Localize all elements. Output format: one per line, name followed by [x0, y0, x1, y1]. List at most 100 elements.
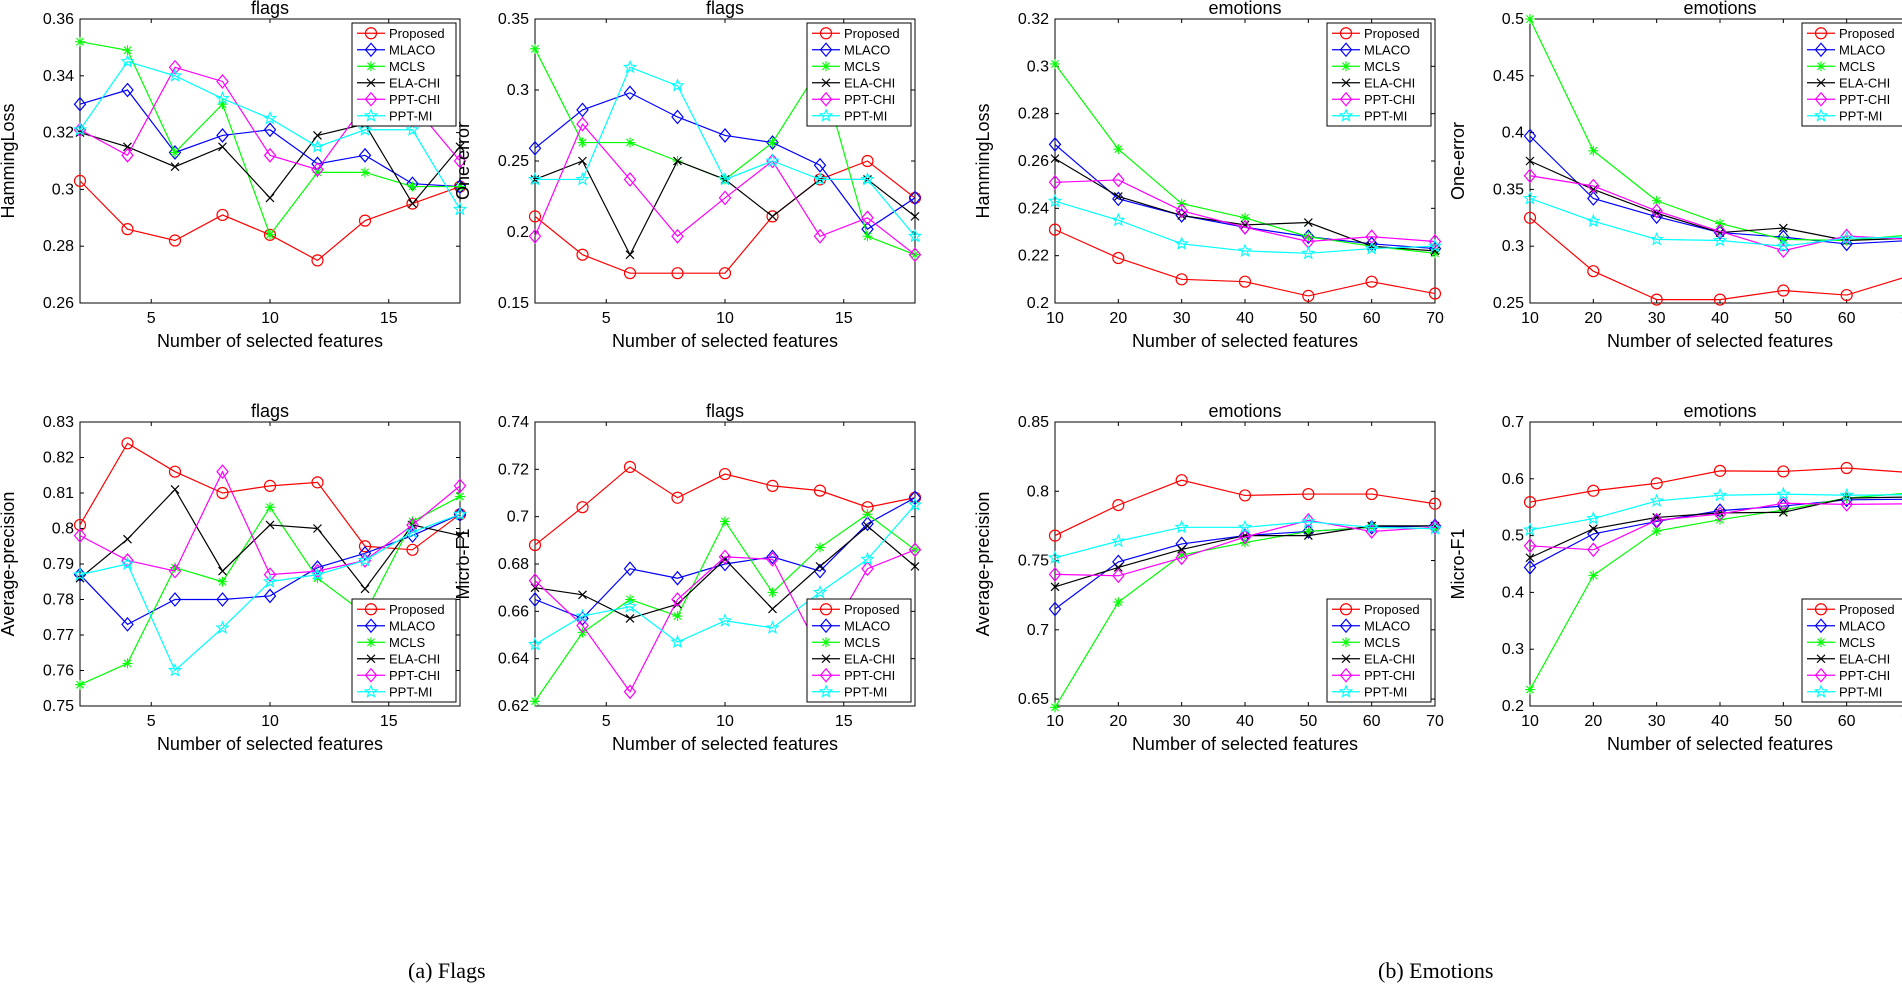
data-point-ppt-mi	[1364, 241, 1379, 255]
y-tick-label: 0.64	[498, 651, 529, 668]
data-point-mlaco	[1112, 191, 1125, 207]
y-tick-label: 0.76	[43, 663, 74, 680]
y-tick-label: 0.25	[1493, 295, 1524, 312]
data-point-proposed	[121, 437, 134, 450]
data-point-mlaco	[528, 592, 542, 607]
data-point-proposed	[263, 479, 277, 492]
legend-label-ppt-chi: PPT-CHI	[389, 92, 440, 107]
data-point-ppt-chi	[311, 162, 324, 177]
data-point-ppt-mi	[765, 620, 780, 634]
x-axis-label: Number of selected features	[1132, 734, 1358, 754]
data-point-proposed	[1112, 499, 1125, 512]
data-point-proposed	[1523, 495, 1537, 509]
data-point-proposed	[766, 479, 779, 492]
data-point-mcls	[720, 516, 730, 527]
data-point-proposed	[1048, 223, 1062, 236]
y-tick-label: 0.4	[1502, 584, 1524, 601]
data-point-ppt-chi	[671, 592, 684, 607]
legend-marker-ppt-mi	[1338, 108, 1354, 122]
data-point-mlaco	[216, 592, 229, 607]
data-point-ppt-chi	[576, 116, 589, 132]
legend-label-ppt-mi: PPT-MI	[1839, 108, 1882, 123]
data-point-proposed	[1650, 477, 1663, 490]
series-line-ppt-mi	[79, 60, 461, 210]
series-ppt-mi	[1047, 193, 1443, 260]
data-point-ppt-mi	[575, 171, 590, 186]
legend-label-ela-chi: ELA-CHI	[1839, 651, 1890, 666]
x-tick-label: 15	[380, 713, 398, 730]
data-point-ppt-mi	[310, 567, 325, 581]
series-ppt-mi	[527, 59, 923, 243]
data-point-proposed	[1587, 484, 1600, 497]
data-point-ela-chi	[455, 531, 465, 541]
data-point-mcls	[217, 99, 228, 110]
data-point-ppt-mi	[1237, 519, 1253, 534]
series-line-ppt-mi	[1529, 493, 1902, 531]
series-proposed	[528, 154, 922, 280]
data-point-ppt-chi	[1428, 519, 1442, 535]
series-ppt-mi	[1522, 486, 1902, 536]
series-line-proposed	[1054, 479, 1436, 537]
data-point-mcls	[767, 137, 778, 148]
data-point-ppt-chi	[453, 478, 467, 494]
data-point-ela-chi	[1113, 563, 1123, 572]
legend-marker-ela-chi	[1816, 78, 1826, 88]
data-point-mlaco	[528, 140, 542, 156]
y-tick-label: 0.79	[43, 556, 74, 573]
legend-marker-ppt-chi	[819, 667, 833, 683]
data-point-ppt-chi	[623, 684, 637, 700]
legend-marker-ela-chi	[1341, 654, 1351, 664]
data-point-ppt-chi	[861, 210, 874, 226]
legend-label-ppt-mi: PPT-MI	[844, 684, 887, 699]
series-ppt-chi	[1523, 495, 1902, 558]
x-tick-label: 10	[1046, 310, 1064, 327]
data-point-ppt-chi	[1777, 495, 1790, 511]
y-tick-label: 0.4	[1502, 125, 1524, 142]
data-point-proposed	[1650, 293, 1663, 306]
data-point-ela-chi	[910, 561, 920, 571]
data-point-ppt-chi	[528, 573, 542, 588]
chart-title: emotions	[1208, 0, 1281, 18]
data-point-proposed	[406, 197, 419, 210]
data-point-ela-chi	[1177, 545, 1187, 554]
data-point-ppt-chi	[671, 228, 684, 244]
series-proposed	[1048, 474, 1442, 542]
data-point-ppt-mi	[1522, 522, 1538, 536]
legend-label-ela-chi: ELA-CHI	[844, 651, 895, 666]
legend-marker-mcls	[821, 637, 831, 648]
legend-label-ppt-mi: PPT-MI	[1839, 684, 1882, 699]
data-point-mcls	[360, 167, 370, 178]
data-point-ela-chi	[1652, 208, 1662, 218]
x-tick-label: 40	[1236, 310, 1254, 327]
series-line-proposed	[534, 160, 916, 274]
y-tick-label: 0.81	[43, 485, 74, 502]
series-ppt-chi	[1048, 512, 1442, 584]
legend-label-mlaco: MLACO	[1839, 42, 1885, 57]
y-axis-label: Average-precision	[973, 492, 993, 637]
data-point-proposed	[358, 540, 372, 553]
y-tick-label: 0.28	[1018, 106, 1049, 123]
y-tick-label: 0.7	[507, 509, 529, 526]
y-tick-label: 0.36	[43, 11, 74, 28]
data-point-ppt-mi	[1047, 193, 1063, 208]
legend-label-mcls: MCLS	[389, 635, 425, 650]
caption-flags: (a) Flags	[408, 958, 486, 983]
chart-flags-average-precision: 5 10 15 0.75 0.76 0.77 0.78 0.79 0.8 0.81 0.82 0.83…	[0, 401, 468, 754]
data-point-ela-chi	[1778, 507, 1788, 517]
data-point-ppt-chi	[908, 247, 922, 263]
series-mlaco	[73, 82, 467, 194]
legend-label-ela-chi: ELA-CHI	[1839, 75, 1890, 90]
data-point-mlaco	[121, 82, 134, 98]
series-line-proposed	[1529, 467, 1902, 503]
data-point-proposed	[671, 491, 684, 504]
x-tick-label: 50	[1774, 310, 1792, 327]
data-point-mcls	[1715, 218, 1725, 229]
legend-label-mcls: MCLS	[389, 59, 425, 74]
data-point-ppt-chi	[528, 228, 542, 244]
data-point-mcls	[862, 509, 873, 520]
data-point-ppt-chi	[766, 551, 779, 567]
data-point-ppt-mi	[622, 59, 638, 74]
data-point-mlaco	[623, 85, 637, 101]
